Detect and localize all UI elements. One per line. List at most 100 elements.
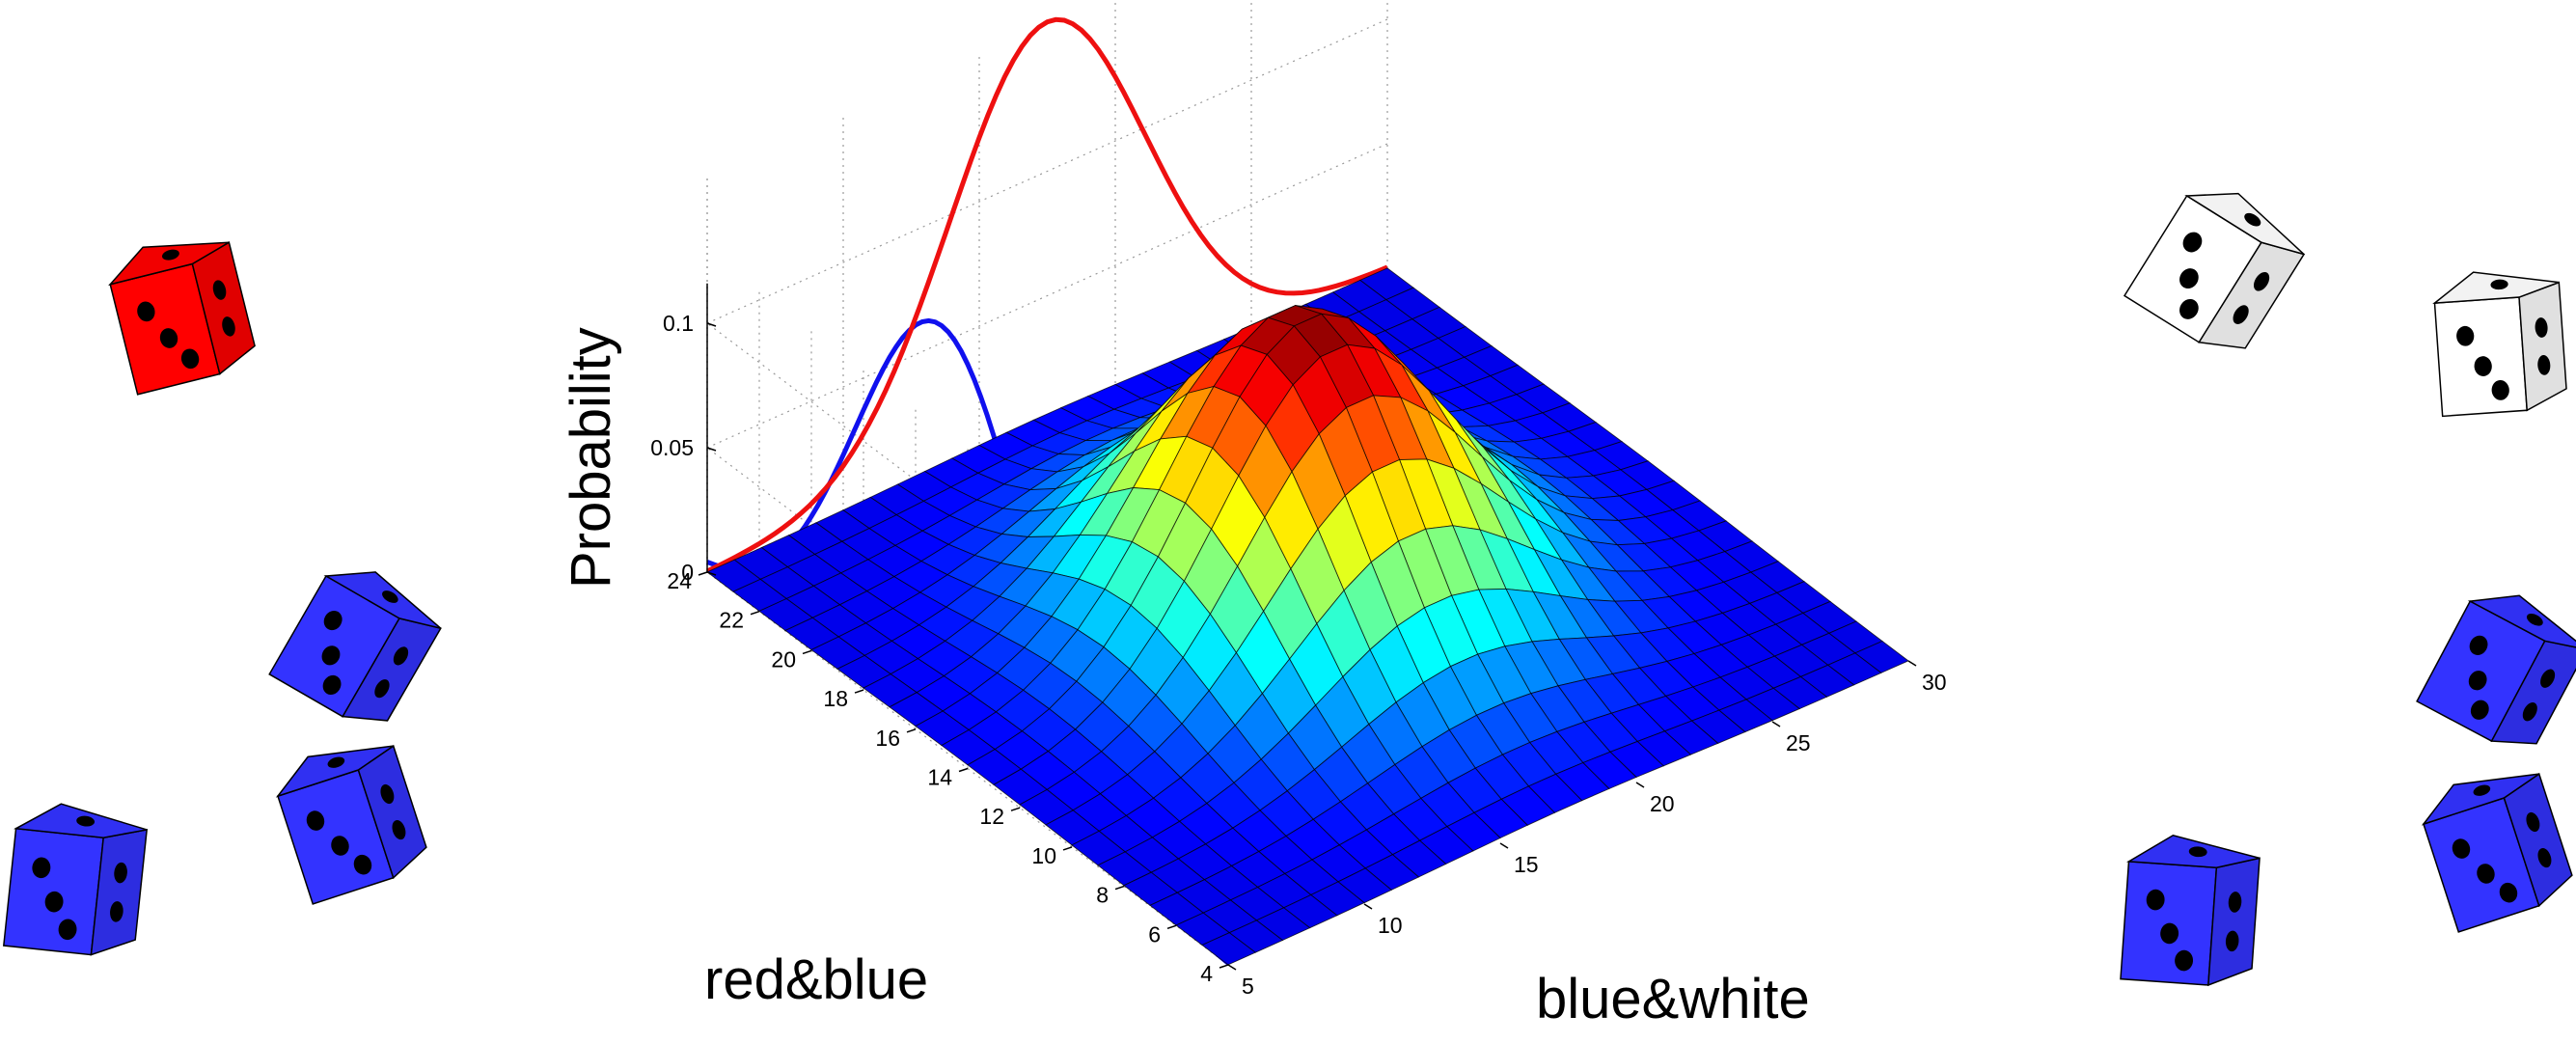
die-pip [162,249,179,261]
axes: 0 0.05 0.1 4 6 8 10 12 14 16 18 20 22 24 5 10 15 20 25 30 [650,283,1947,999]
die-pip [322,674,342,696]
y-tick-label: 10 [1031,843,1056,868]
blue-die-4 [2416,594,2576,745]
y-tick-label: 6 [1148,921,1161,947]
x-tick-label: 20 [1650,791,1675,816]
z-tick-mark [706,447,717,452]
z-tick-label: 0 [681,560,694,585]
blue-die-1 [268,571,442,722]
x-tick-mark [1499,842,1509,849]
die-pip [2499,882,2518,903]
die-face [323,571,442,629]
z-tick-mark [706,571,717,576]
die-pip [76,815,96,827]
x-tick-label: 5 [1242,974,1254,999]
y-tick-mark [854,689,864,694]
blue-die-2 [275,744,427,905]
y-tick-label: 20 [771,646,796,672]
blue-die-5 [2120,834,2261,987]
die-pip [380,783,395,805]
probability-surface [706,267,1909,966]
gridline-z-back [706,143,1388,449]
y-tick-label: 14 [927,765,952,790]
die-pip [44,891,64,913]
die-pip [2456,325,2475,346]
x-tick-label: 10 [1378,913,1403,938]
y-tick-label: 16 [875,726,900,751]
blue-die-6 [2421,772,2573,933]
x-tick-mark [1363,903,1373,910]
z-tick-label: 0.05 [650,435,694,460]
x-tick-mark [1907,660,1917,667]
die-face [2421,773,2540,826]
die-face [2184,192,2305,256]
dice-decorations [2,192,2576,987]
die-pip [2526,811,2540,833]
die-pip [353,854,372,875]
die-pip [2522,701,2537,722]
die-pip [159,328,178,348]
x-tick-mark [1771,721,1781,727]
die-face [275,745,395,798]
x-tick-mark [1635,782,1645,788]
die-face [108,241,230,287]
y-tick-label: 4 [1200,961,1213,986]
die-pip [2537,847,2552,868]
y-tick-mark [750,610,760,616]
die-pip [2244,212,2261,227]
die-pip [2469,635,2488,655]
die-pip [2175,949,2194,972]
die-pip [2182,232,2203,253]
gridline-z-back [706,18,1388,324]
y-tick-label: 12 [979,804,1004,829]
die-pip [2491,379,2509,400]
red-die-1 [108,241,256,396]
z-tick-mark [706,322,717,327]
die-face [2518,281,2567,412]
die-pip [2225,930,2239,952]
die-pip [2468,671,2487,691]
die-pip [2179,298,2199,319]
die-pip [2253,271,2270,291]
x-tick-label: 15 [1514,852,1539,877]
die-pip [2474,356,2492,376]
die-pip [323,610,343,631]
die-pip [2452,838,2471,859]
blue-die-3 [2,803,149,956]
die-pip [180,348,200,370]
y-tick-mark [906,728,917,733]
y-tick-mark [1114,885,1125,891]
die-pip [2188,846,2207,858]
die-pip [321,645,341,666]
die-pip [58,919,77,941]
gridline-z-left [706,571,1229,966]
die-pip [110,901,123,922]
y-tick-mark [958,767,969,773]
die-pip [32,857,51,879]
die-pip [2535,317,2548,338]
die-face [2207,857,2261,987]
y-tick-label: 24 [667,568,692,593]
die-pip [331,836,349,856]
die-pip [393,646,409,666]
die-face [2467,594,2576,650]
y-tick-label: 18 [823,686,848,711]
die-pip [374,679,390,699]
die-pip [114,862,127,884]
y-tick-label: 22 [719,608,744,633]
y-axis-title: red&blue [704,948,928,1011]
y-tick-mark [698,571,708,576]
die-pip [2526,614,2543,626]
die-pip [2179,268,2199,289]
die-pip [2146,889,2165,911]
die-pip [392,819,406,840]
die-pip [137,301,155,322]
y-tick-mark [1166,924,1177,930]
white-die-2 [2432,271,2567,418]
white-die-1 [2123,192,2306,349]
marginal-curve-red [705,16,1388,574]
die-pip [2228,892,2242,913]
die-pip [2490,279,2508,290]
y-tick-mark [802,649,812,655]
